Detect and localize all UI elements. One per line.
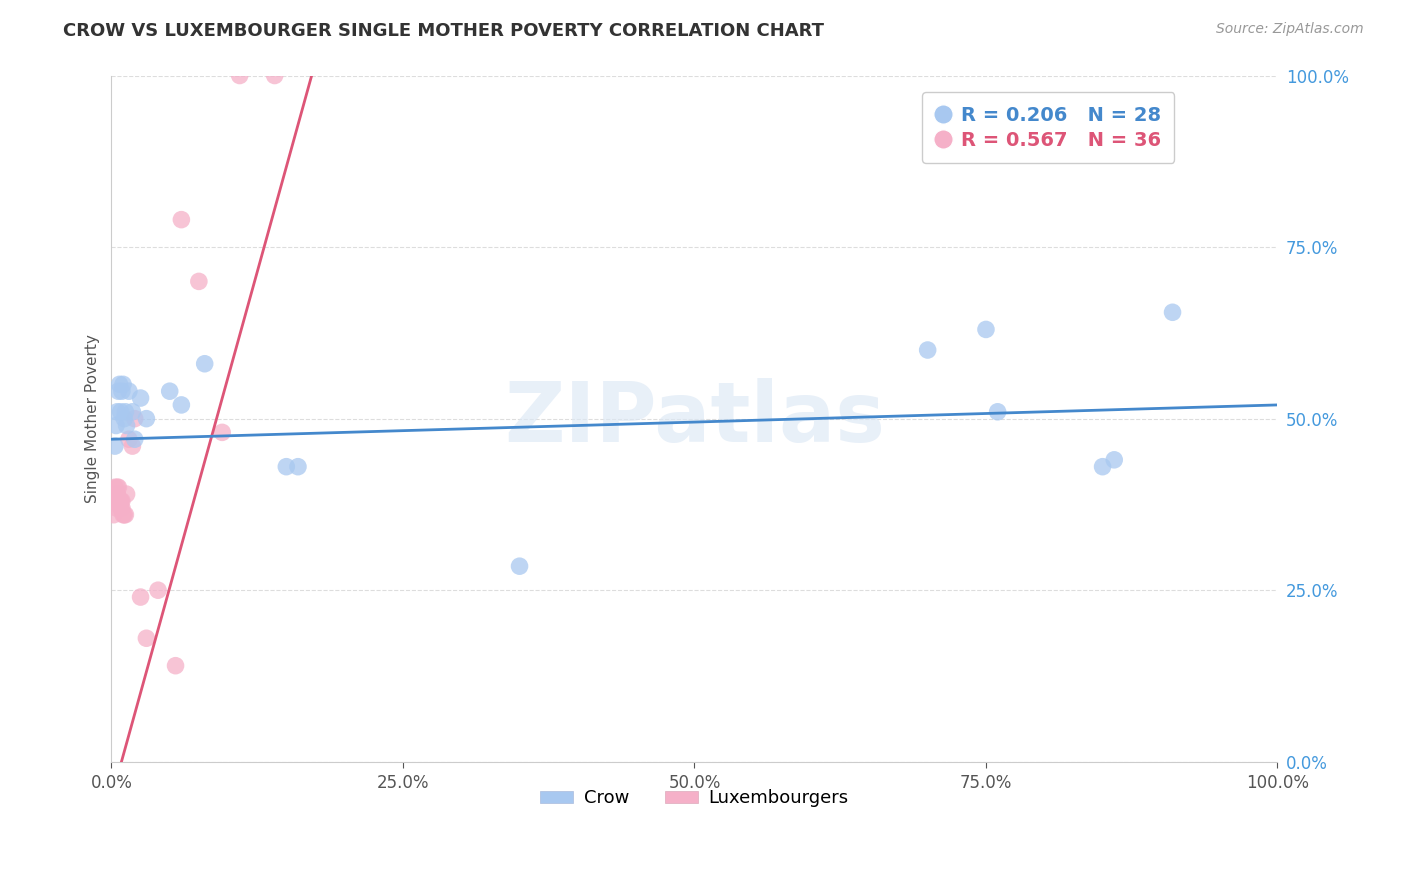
- Point: [112, 508, 135, 522]
- Point: [187, 274, 209, 288]
- Point: [110, 500, 132, 515]
- Point: [263, 69, 285, 83]
- Point: [118, 384, 141, 399]
- Point: [108, 494, 131, 508]
- Point: [105, 480, 128, 494]
- Text: ZIPatlas: ZIPatlas: [503, 378, 884, 459]
- Point: [104, 439, 127, 453]
- Point: [118, 432, 141, 446]
- Point: [1161, 305, 1184, 319]
- Point: [105, 487, 128, 501]
- Point: [105, 494, 128, 508]
- Point: [111, 500, 134, 515]
- Point: [104, 480, 127, 494]
- Point: [159, 384, 181, 399]
- Point: [135, 411, 157, 425]
- Point: [107, 494, 129, 508]
- Point: [112, 377, 135, 392]
- Point: [105, 500, 128, 515]
- Point: [509, 559, 531, 574]
- Point: [917, 343, 939, 357]
- Point: [170, 212, 193, 227]
- Point: [114, 508, 136, 522]
- Point: [129, 590, 152, 604]
- Point: [110, 405, 132, 419]
- Point: [146, 583, 169, 598]
- Point: [135, 632, 157, 646]
- Y-axis label: Single Mother Poverty: Single Mother Poverty: [86, 334, 100, 503]
- Point: [104, 494, 127, 508]
- Point: [110, 494, 132, 508]
- Point: [974, 322, 997, 336]
- Point: [211, 425, 233, 440]
- Point: [165, 658, 187, 673]
- Point: [105, 418, 128, 433]
- Legend: Crow, Luxembourgers: Crow, Luxembourgers: [533, 782, 856, 814]
- Text: CROW VS LUXEMBOURGER SINGLE MOTHER POVERTY CORRELATION CHART: CROW VS LUXEMBOURGER SINGLE MOTHER POVER…: [63, 22, 824, 40]
- Point: [108, 494, 131, 508]
- Point: [276, 459, 298, 474]
- Point: [124, 432, 146, 446]
- Point: [107, 494, 129, 508]
- Point: [115, 418, 138, 433]
- Point: [170, 398, 193, 412]
- Point: [110, 494, 132, 508]
- Point: [105, 487, 128, 501]
- Point: [112, 508, 135, 522]
- Point: [194, 357, 217, 371]
- Point: [121, 439, 143, 453]
- Point: [103, 508, 125, 522]
- Point: [108, 377, 131, 392]
- Point: [107, 480, 129, 494]
- Point: [124, 411, 146, 425]
- Point: [114, 405, 136, 419]
- Point: [111, 384, 134, 399]
- Point: [121, 405, 143, 419]
- Point: [105, 405, 128, 419]
- Point: [129, 391, 152, 405]
- Point: [1091, 459, 1114, 474]
- Point: [111, 494, 134, 508]
- Point: [112, 411, 135, 425]
- Point: [105, 487, 128, 501]
- Text: Source: ZipAtlas.com: Source: ZipAtlas.com: [1216, 22, 1364, 37]
- Point: [987, 405, 1010, 419]
- Point: [107, 384, 129, 399]
- Point: [287, 459, 309, 474]
- Point: [115, 487, 138, 501]
- Point: [104, 494, 127, 508]
- Point: [228, 69, 250, 83]
- Point: [1102, 452, 1125, 467]
